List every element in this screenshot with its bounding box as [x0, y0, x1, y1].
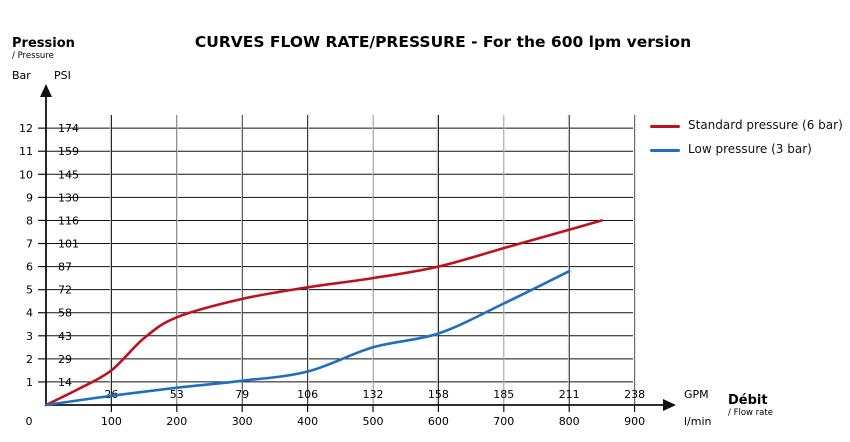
y-axis-title: Pression — [12, 36, 75, 51]
x-tick-label-lpm: 600 — [428, 415, 449, 428]
legend-swatch-low — [650, 149, 680, 152]
y-axis-unit-bar: Bar — [12, 69, 31, 82]
y-tick-label-bar: 11 — [19, 145, 33, 158]
x-tick-label-lpm: 100 — [101, 415, 122, 428]
y-tick-label-bar: 2 — [26, 353, 33, 366]
x-tick-label-lpm: 400 — [297, 415, 318, 428]
labels-layer: CURVES FLOW RATE/PRESSURE - For the 600 … — [12, 33, 773, 428]
y-tick-label-psi: 87 — [58, 261, 72, 274]
y-tick-label-bar: 10 — [19, 168, 33, 181]
y-tick-label-psi: 29 — [58, 353, 72, 366]
x-tick-label-gpm: 185 — [493, 388, 514, 401]
x-tick-label-gpm: 158 — [428, 388, 449, 401]
y-axis-arrow — [40, 84, 52, 97]
series-line-low-pressure — [44, 269, 571, 407]
x-tick-label-lpm: 200 — [166, 415, 187, 428]
y-tick-label-bar: 6 — [26, 261, 33, 274]
y-tick-label-bar: 7 — [26, 238, 33, 251]
y-tick-label-bar: 4 — [26, 307, 33, 320]
y-tick-label-bar: 9 — [26, 191, 33, 204]
y-axis-unit-psi: PSI — [54, 69, 71, 82]
y-tick-label-psi: 14 — [58, 376, 72, 389]
x-axis-title: Débit — [728, 393, 768, 408]
y-tick-label-bar: 3 — [26, 330, 33, 343]
x-tick-label-gpm: 53 — [170, 388, 184, 401]
series-line-standard-pressure — [44, 219, 604, 407]
legend-swatch-standard — [650, 125, 680, 128]
x-axis-arrow — [663, 399, 676, 411]
x-axis-unit-gpm: GPM — [684, 388, 709, 401]
y-tick-label-bar: 5 — [26, 284, 33, 297]
x-tick-label-lpm: 500 — [363, 415, 384, 428]
y-tick-label-bar: 8 — [26, 214, 33, 227]
x-axis-unit-lpm: l/min — [684, 415, 712, 428]
y-tick-label-psi: 116 — [58, 214, 79, 227]
y-tick-label-psi: 58 — [58, 307, 72, 320]
x-tick-label-gpm: 132 — [363, 388, 384, 401]
y-tick-label-psi: 101 — [58, 238, 79, 251]
y-tick-label-psi: 130 — [58, 191, 79, 204]
x-tick-label-lpm: 700 — [493, 415, 514, 428]
legend-label-standard: Standard pressure (6 bar) — [688, 118, 843, 132]
y-tick-label-psi: 159 — [58, 145, 79, 158]
x-tick-label-gpm: 238 — [624, 388, 645, 401]
y-tick-label-psi: 145 — [58, 168, 79, 181]
y-tick-label-bar: 12 — [19, 122, 33, 135]
x-tick-label-lpm: 300 — [232, 415, 253, 428]
x-tick-label-gpm: 211 — [559, 388, 580, 401]
series-layer — [44, 219, 604, 407]
y-axis-subtitle: / Pressure — [12, 51, 54, 61]
y-tick-label-psi: 174 — [58, 122, 79, 135]
axes: 1 14 2 29 3 43 4 58 5 72 6 87 7 101 8 116 9 130 10 145 11 159… — [19, 84, 676, 428]
x-axis-subtitle: / Flow rate — [728, 408, 773, 418]
x-tick-label-lpm: 0 — [26, 415, 33, 428]
y-tick-label-psi: 72 — [58, 284, 72, 297]
x-tick-label-gpm: 79 — [235, 388, 249, 401]
chart-title: CURVES FLOW RATE/PRESSURE - For the 600 … — [195, 33, 691, 51]
x-tick-label-lpm: 800 — [559, 415, 580, 428]
y-tick-label-psi: 43 — [58, 330, 72, 343]
grid — [46, 115, 636, 405]
x-tick-label-lpm: 900 — [624, 415, 645, 428]
x-tick-label-gpm: 106 — [297, 388, 318, 401]
legend-label-low: Low pressure (3 bar) — [688, 142, 812, 156]
y-tick-label-bar: 1 — [26, 376, 33, 389]
